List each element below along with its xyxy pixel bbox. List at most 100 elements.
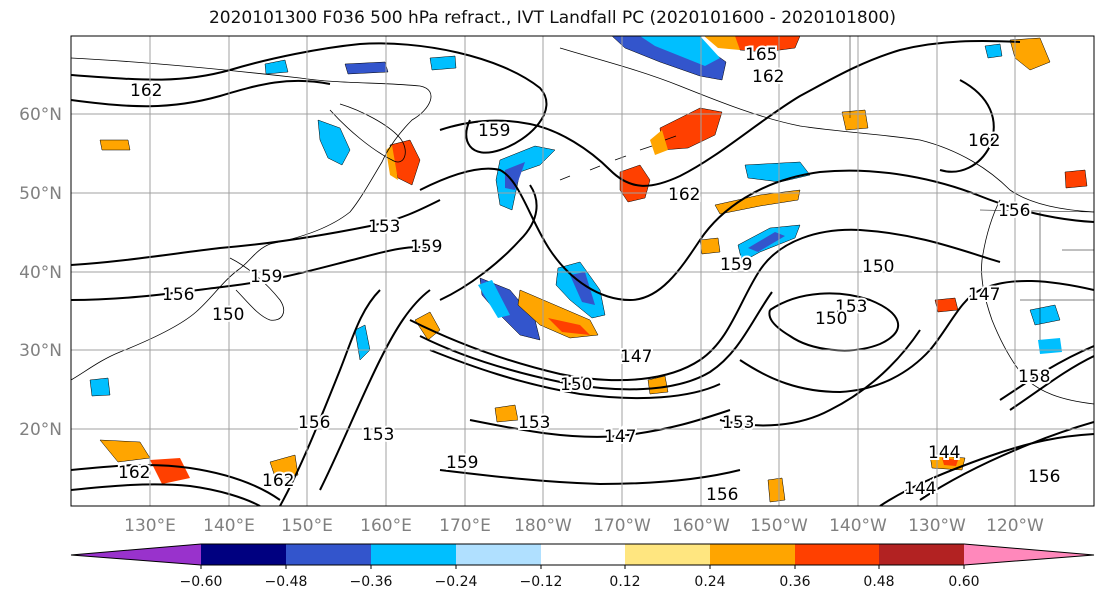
contour-label: 159	[720, 255, 752, 275]
shade-patch	[640, 36, 720, 66]
contour-label: 156	[162, 285, 194, 305]
colorbar-tick-label: 0.48	[863, 574, 894, 590]
contour-label: 144	[928, 443, 960, 463]
colorbar-tick-label: 0.60	[948, 574, 979, 590]
shade-patch	[1029, 304, 1061, 326]
contour-line	[429, 349, 721, 400]
lon-label: 180°W	[514, 516, 572, 536]
contour-label: 156	[998, 201, 1030, 221]
shade-patch	[767, 477, 786, 503]
contour-label: 147	[968, 285, 1000, 305]
shade-patch	[548, 318, 590, 335]
contour-line	[71, 246, 431, 301]
contour-label: 144	[904, 479, 936, 499]
contour-label: 159	[410, 237, 442, 257]
lon-label: 160°E	[360, 516, 412, 536]
contour-line	[1009, 355, 1094, 411]
contour-line	[419, 291, 773, 391]
colorbar-ticks: −0.60 −0.48 −0.36 −0.24 −0.12 0.12 0.24 …	[180, 565, 980, 590]
map-content	[71, 36, 1094, 506]
map-title: 2020101300 F036 500 hPa refract., IVT La…	[208, 8, 896, 28]
contour-line	[439, 184, 538, 301]
border-canada-us	[979, 209, 1094, 213]
contour-lines	[71, 39, 1094, 506]
colorbar-seg	[286, 544, 371, 565]
contour-label: 162	[118, 463, 150, 483]
map-frame	[70, 35, 1095, 507]
shade-patch	[699, 237, 721, 255]
shade-patch	[748, 232, 785, 252]
contour-label: 153	[722, 413, 754, 433]
shade-patch	[505, 162, 525, 190]
colorbar-seg	[795, 544, 879, 565]
shade-patch	[984, 43, 1003, 59]
colorbar-seg	[371, 544, 456, 565]
shade-patch	[841, 109, 869, 131]
contour-label: 162	[262, 471, 294, 491]
lat-label: 40°N	[19, 263, 62, 283]
lon-label: 150°W	[750, 516, 808, 536]
colorbar-seg	[456, 544, 541, 565]
contour-line	[939, 79, 995, 173]
lon-label: 140°E	[203, 516, 255, 536]
contour-label: 162	[752, 67, 784, 87]
lon-label: 150°E	[281, 516, 333, 536]
contour-label: 162	[668, 185, 700, 205]
shade-patch	[99, 139, 131, 151]
shade-patch	[478, 280, 510, 318]
contour-label: 147	[604, 427, 636, 447]
coastline-na-west	[981, 199, 1094, 405]
contour-label: 153	[362, 425, 394, 445]
shade-patch	[1009, 37, 1051, 71]
contour-label: 150	[862, 257, 894, 277]
lon-label: 130°E	[124, 516, 176, 536]
contour-label: 156	[298, 413, 330, 433]
contour-label: 153	[368, 217, 400, 237]
contour-line	[71, 42, 548, 154]
lon-label: 170°E	[439, 516, 491, 536]
coastlines	[71, 36, 1094, 405]
contour-label: 153	[518, 413, 550, 433]
contour-label: 150	[212, 305, 244, 325]
contour-label: 156	[706, 485, 738, 505]
colorbar-seg	[71, 544, 201, 565]
lat-label: 20°N	[19, 420, 62, 440]
contour-label: 159	[250, 267, 282, 287]
contour-label-group: 162 165 162 159 153 159 159 156 150 162 …	[116, 43, 1062, 507]
lon-label: 130°W	[908, 516, 966, 536]
colorbar-tick-label: 0.12	[609, 574, 640, 590]
shade-patch	[264, 59, 289, 75]
coastline-japan	[229, 257, 284, 321]
shade-patch	[1064, 169, 1088, 189]
colorbar-tick-label: −0.12	[520, 574, 563, 590]
shade-patch	[386, 145, 398, 180]
coastline-asia	[71, 57, 432, 381]
contour-line	[439, 469, 741, 486]
contour-line	[71, 79, 331, 108]
lon-label: 170°W	[593, 516, 651, 536]
contour-line	[469, 409, 731, 438]
graticule	[71, 36, 1094, 506]
contour-line	[279, 289, 381, 506]
coastline-aleutians	[559, 135, 677, 181]
colorbar-tick-label: −0.48	[265, 574, 308, 590]
colorbar-tick-label: 0.36	[779, 574, 810, 590]
contour-line	[319, 289, 431, 491]
contour-label: 159	[478, 121, 510, 141]
contour-label: 165	[745, 45, 777, 65]
colorbar-tick-label: −0.36	[350, 574, 393, 590]
contour-line	[439, 39, 1021, 187]
contour-line	[879, 433, 1094, 506]
colorbar-seg	[710, 544, 795, 565]
colorbar-seg	[964, 544, 1094, 565]
shade-patch	[317, 119, 351, 166]
contour-label: 159	[446, 453, 478, 473]
coastline-alaska	[559, 47, 1094, 213]
lat-label: 30°N	[19, 341, 62, 361]
contour-line	[999, 345, 1094, 401]
latitude-labels: 60°N 50°N 40°N 30°N 20°N	[19, 105, 62, 440]
contour-label: 150	[815, 309, 847, 329]
lat-label: 50°N	[19, 184, 62, 204]
contour-label: 150	[560, 375, 592, 395]
lon-label: 160°W	[672, 516, 730, 536]
